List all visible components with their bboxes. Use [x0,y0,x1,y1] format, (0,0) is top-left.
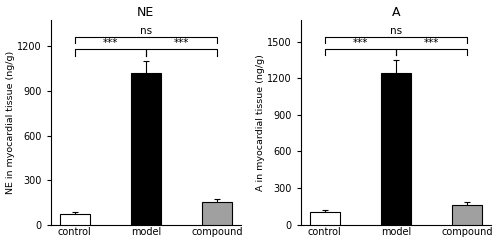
Text: ns: ns [390,26,402,36]
Bar [310,212,340,225]
Bar [381,73,410,225]
Bar [131,73,160,225]
Text: ***: *** [102,38,118,48]
Title: A: A [392,6,400,18]
Text: ***: *** [174,38,189,48]
Bar [202,202,232,225]
Title: NE: NE [137,6,154,18]
Text: ns: ns [140,26,152,36]
Text: ***: *** [424,38,439,48]
Bar [60,214,90,225]
Text: ***: *** [352,38,368,48]
Y-axis label: NE in myocardial tissue (ng/g): NE in myocardial tissue (ng/g) [6,51,15,194]
Bar [452,205,482,225]
Y-axis label: A in myocardial tissue (ng/g): A in myocardial tissue (ng/g) [256,54,264,191]
